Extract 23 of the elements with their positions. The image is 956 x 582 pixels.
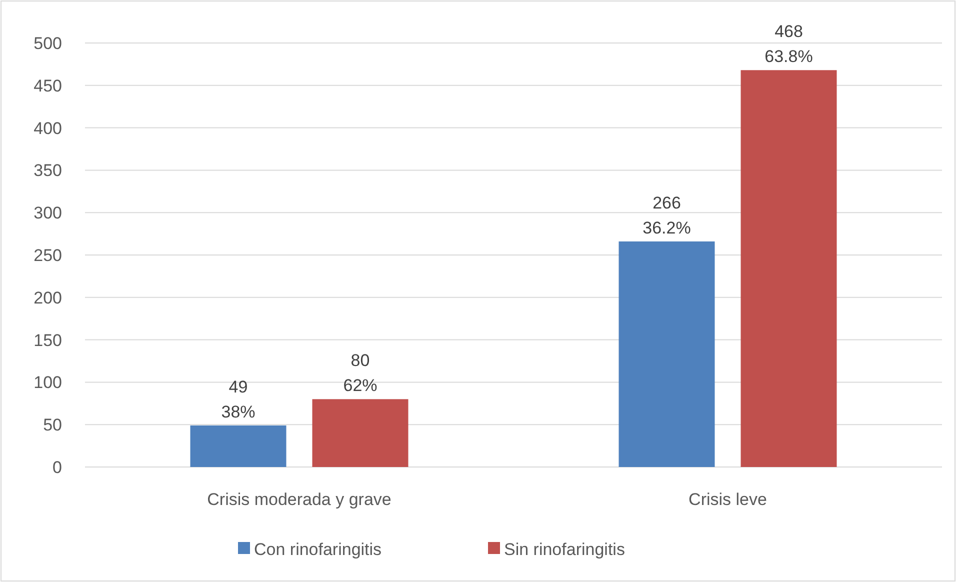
bar <box>190 425 286 467</box>
y-tick-label: 300 <box>34 204 62 223</box>
bar <box>312 399 408 467</box>
data-label: 80 62% <box>343 351 378 396</box>
data-label: 49 38% <box>221 377 256 422</box>
y-tick-label: 350 <box>34 161 62 180</box>
y-tick-label: 200 <box>34 288 62 308</box>
legend-label: Con rinofaringitis <box>254 540 382 559</box>
bar <box>740 70 837 467</box>
y-tick-label: 0 <box>52 458 62 477</box>
y-tick-label: 500 <box>34 34 62 53</box>
data-label: 468 63.8% <box>764 22 813 66</box>
legend-label: Sin rinofaringitis <box>504 540 625 559</box>
data-label: 266 36.2% <box>642 193 691 238</box>
y-tick-label: 400 <box>34 118 62 138</box>
y-tick-label: 100 <box>34 373 62 392</box>
y-tick-label: 50 <box>43 416 62 435</box>
y-tick-label: 250 <box>34 246 62 265</box>
x-tick-label: Crisis leve <box>688 490 767 509</box>
y-tick-label: 450 <box>34 76 62 96</box>
x-tick-label: Crisis moderada y grave <box>207 490 392 509</box>
y-tick-label: 150 <box>34 330 62 350</box>
bar <box>618 241 715 467</box>
